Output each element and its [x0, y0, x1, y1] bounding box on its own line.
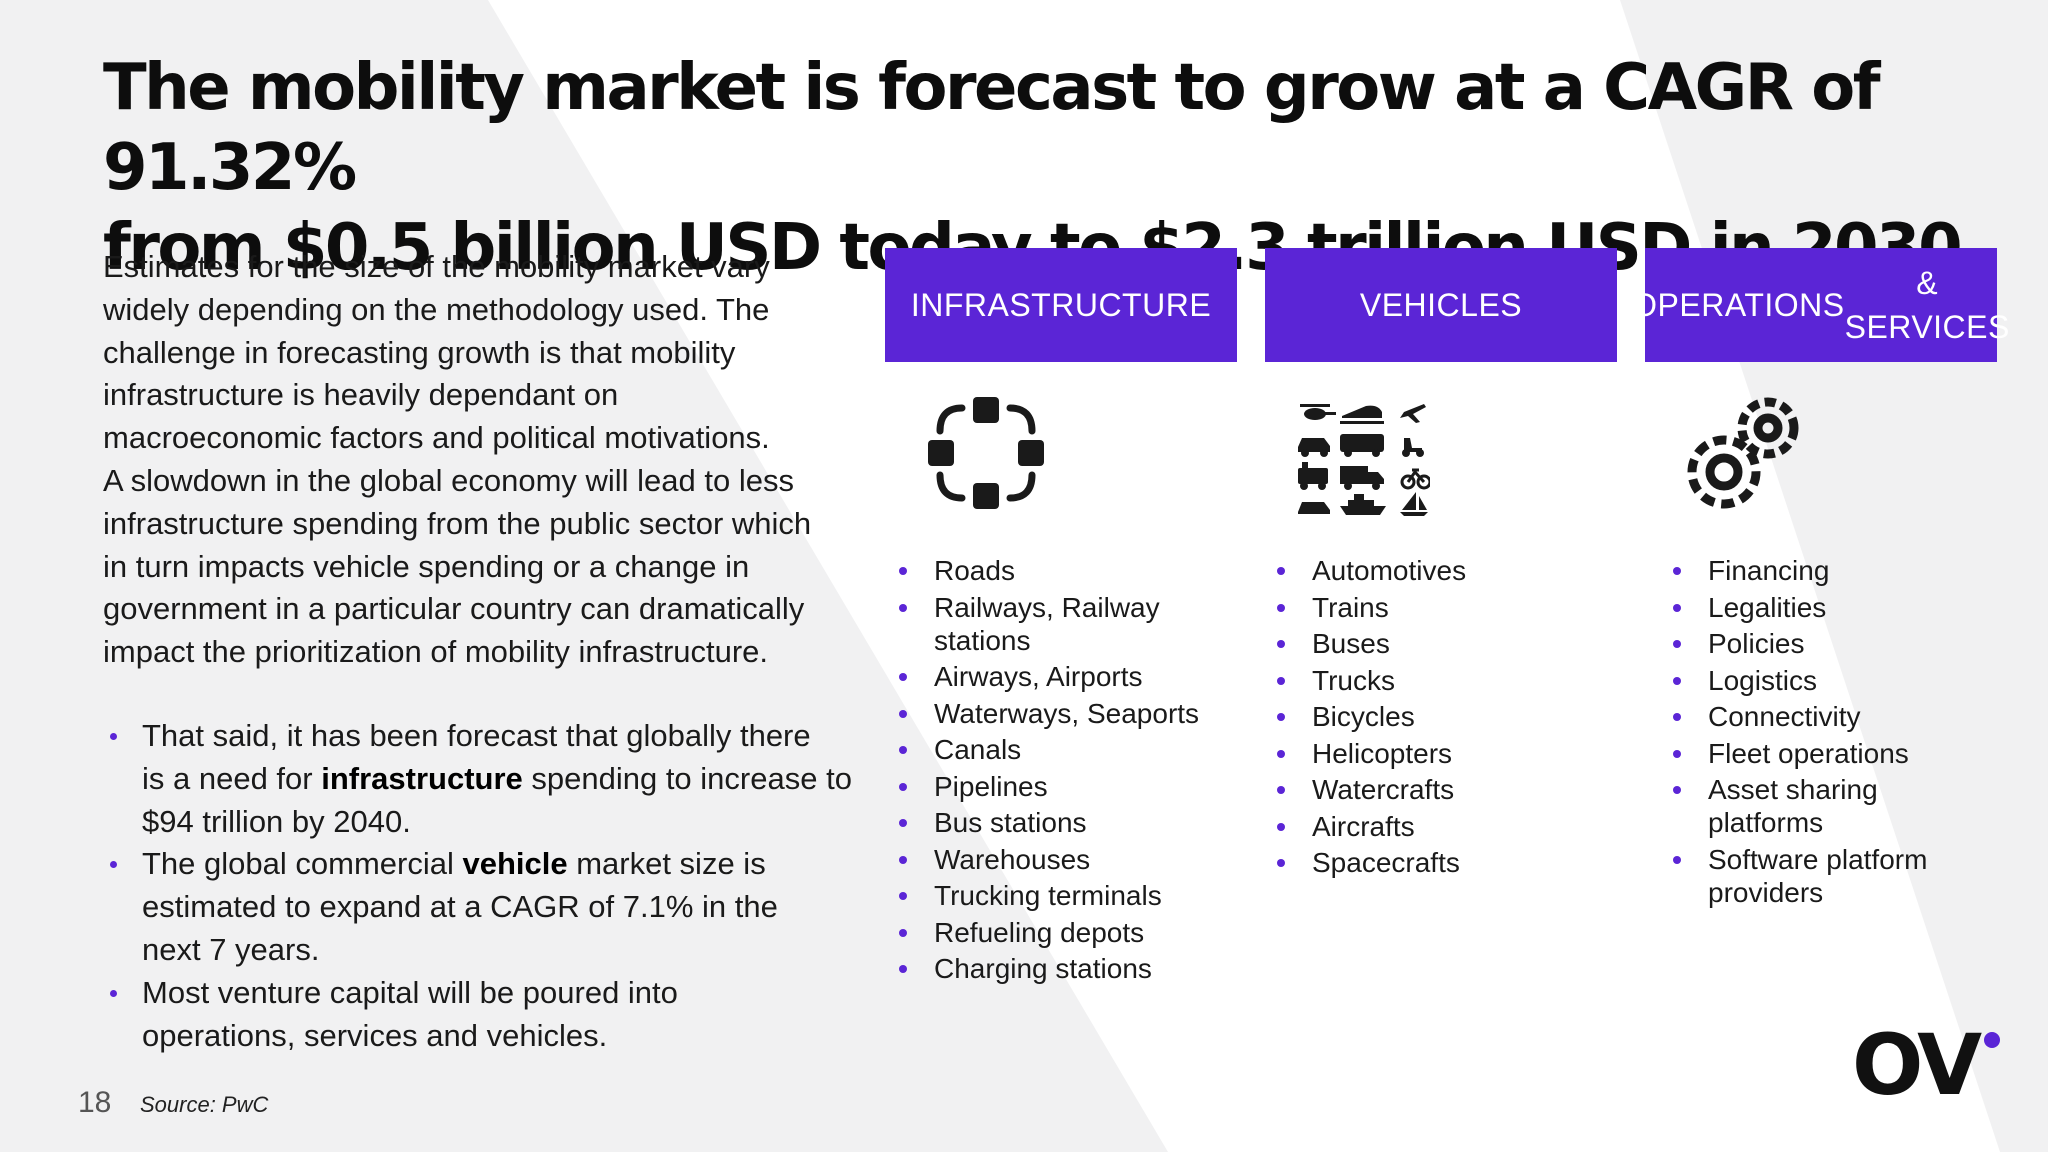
- list-item: Railways, Railway stations: [892, 591, 1232, 657]
- nodes-icon: [928, 397, 1044, 509]
- infrastructure-list: Roads Railways, Railway stations Airways…: [892, 554, 1232, 989]
- operations-list: Financing Legalities Policies Logistics …: [1666, 554, 1966, 912]
- list-item: Watercrafts: [1270, 773, 1610, 806]
- gears-icon: [1687, 397, 1799, 509]
- bullet-vehicle-forecast: The global commercial vehicle market siz…: [103, 843, 863, 971]
- list-item: Spacecrafts: [1270, 846, 1610, 879]
- svg-text:OV: OV: [1852, 1024, 1982, 1100]
- bullet-venture-capital: Most venture capital will be poured into…: [103, 972, 863, 1058]
- ov-logo: OV: [1852, 1024, 2000, 1100]
- list-item: Trucking terminals: [892, 879, 1232, 912]
- list-item: Software platform providers: [1666, 843, 1966, 909]
- list-item: Trucks: [1270, 664, 1610, 697]
- vehicles-header: VEHICLES: [1265, 248, 1617, 362]
- list-item: Automotives: [1270, 554, 1610, 587]
- list-item: Refueling depots: [892, 916, 1232, 949]
- list-item: Roads: [892, 554, 1232, 587]
- list-item: Warehouses: [892, 843, 1232, 876]
- list-item: Financing: [1666, 554, 1966, 587]
- list-item: Pipelines: [892, 770, 1232, 803]
- list-item: Canals: [892, 733, 1232, 766]
- list-item: Connectivity: [1666, 700, 1966, 733]
- list-item: Policies: [1666, 627, 1966, 660]
- list-item: Fleet operations: [1666, 737, 1966, 770]
- list-item: Helicopters: [1270, 737, 1610, 770]
- bullet-infrastructure-forecast: That said, it has been forecast that glo…: [103, 715, 863, 843]
- list-item: Aircrafts: [1270, 810, 1610, 843]
- source-citation: Source: PwC: [140, 1092, 269, 1117]
- list-item: Bicycles: [1270, 700, 1610, 733]
- operations-header: OPERATIONS & SERVICES: [1632, 248, 2009, 362]
- list-item: Trains: [1270, 591, 1610, 624]
- list-item: Buses: [1270, 627, 1610, 660]
- infrastructure-header: INFRASTRUCTURE: [885, 248, 1237, 362]
- list-item: Legalities: [1666, 591, 1966, 624]
- intro-paragraph: Estimates for the size of the mobility m…: [103, 249, 812, 670]
- list-item: Asset sharing platforms: [1666, 773, 1966, 839]
- vehicles-list: Automotives Trains Buses Trucks Bicycles…: [1270, 554, 1610, 883]
- vehicles-grid-icon: [1298, 404, 1430, 516]
- list-item: Waterways, Seaports: [892, 697, 1232, 730]
- list-item: Charging stations: [892, 952, 1232, 985]
- page-number: 18: [78, 1086, 112, 1119]
- forecast-bullets: That said, it has been forecast that glo…: [103, 715, 863, 1057]
- list-item: Logistics: [1666, 664, 1966, 697]
- list-item: Bus stations: [892, 806, 1232, 839]
- list-item: Airways, Airports: [892, 660, 1232, 693]
